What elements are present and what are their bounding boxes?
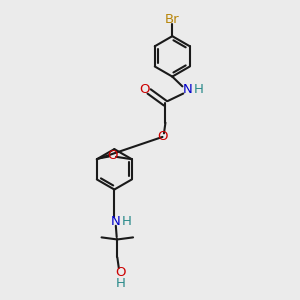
Text: O: O [140, 83, 150, 97]
Text: O: O [157, 130, 168, 143]
Text: O: O [107, 149, 118, 162]
Text: N: N [183, 83, 193, 97]
Text: O: O [115, 266, 125, 279]
Text: Br: Br [165, 13, 180, 26]
Text: H: H [115, 277, 125, 290]
Text: H: H [194, 83, 204, 97]
Text: H: H [122, 215, 132, 228]
Text: N: N [111, 215, 121, 228]
